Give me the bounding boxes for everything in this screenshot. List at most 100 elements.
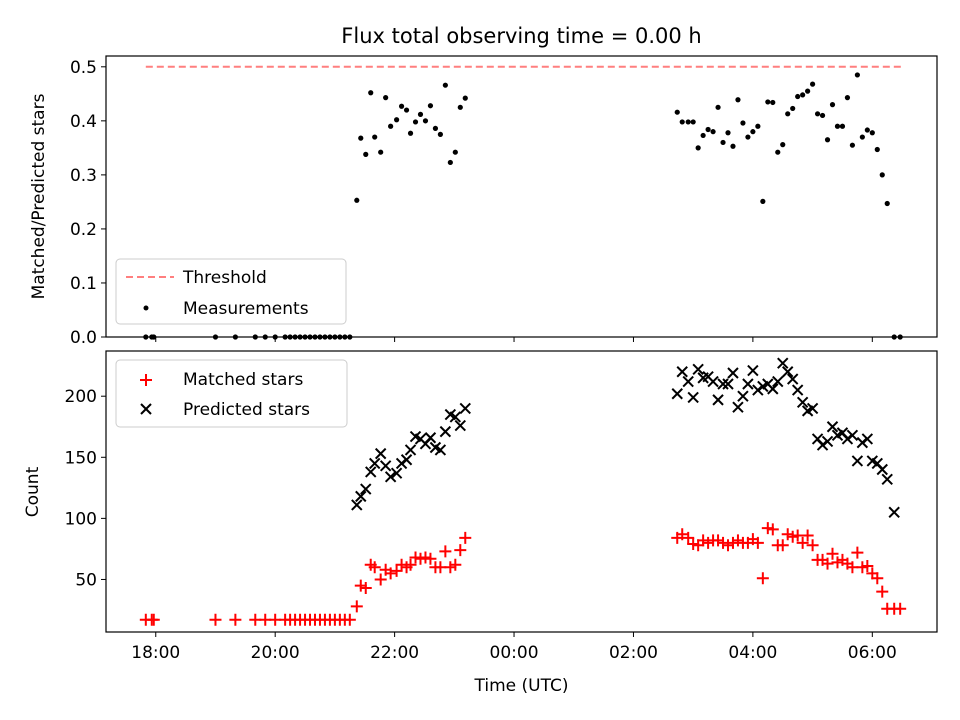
measurement-point bbox=[690, 119, 696, 125]
matched-star-point bbox=[871, 572, 884, 585]
predicted-star-point bbox=[742, 378, 754, 390]
matched-star-point bbox=[894, 602, 907, 615]
predicted-star-point bbox=[737, 390, 749, 402]
matched-star-point bbox=[449, 558, 462, 571]
measurement-point bbox=[705, 126, 711, 133]
y-tick-label: 150 bbox=[65, 448, 97, 468]
legend-matched-label: Matched stars bbox=[183, 370, 303, 390]
measurement-point bbox=[447, 159, 453, 166]
predicted-star-point bbox=[449, 411, 462, 423]
matched-star-point bbox=[350, 600, 363, 613]
measurement-point bbox=[829, 102, 836, 108]
measurement-point bbox=[342, 334, 348, 340]
measurement-point bbox=[394, 117, 400, 123]
measurement-point bbox=[755, 123, 761, 129]
predicted-star-point bbox=[786, 373, 799, 385]
matched-star-point bbox=[796, 536, 809, 549]
predicted-star-point bbox=[384, 471, 397, 483]
top-ylabel: Matched/Predicted stars bbox=[29, 93, 49, 299]
predicted-star-point bbox=[722, 378, 734, 390]
y-tick-label: 0.3 bbox=[70, 166, 97, 186]
predicted-star-point bbox=[806, 402, 819, 415]
measurement-point bbox=[398, 103, 405, 109]
predicted-star-point bbox=[368, 457, 381, 470]
bottom-legend: Matched stars Predicted stars bbox=[115, 359, 348, 428]
y-tick-label: 0.1 bbox=[70, 274, 97, 294]
matched-star-point bbox=[359, 582, 372, 595]
measurement-point bbox=[378, 149, 384, 155]
matched-star-point bbox=[861, 560, 874, 573]
predicted-star-point bbox=[826, 421, 839, 433]
measurement-point bbox=[347, 334, 353, 340]
y-tick-label: 200 bbox=[65, 387, 97, 407]
measurement-point bbox=[143, 334, 149, 340]
predicted-star-point bbox=[888, 506, 900, 518]
legend-measurements-label: Measurements bbox=[183, 299, 309, 319]
count-panel: 50 100 150 200 18:00 20:00 22:00 00:00 02:00 04:0… bbox=[65, 350, 938, 663]
x-tick-label: 18:00 bbox=[131, 643, 180, 663]
measurement-point bbox=[770, 99, 776, 106]
y-tick-label: 0.0 bbox=[70, 328, 97, 348]
matched-star-point bbox=[209, 613, 222, 626]
matched-star-point bbox=[384, 567, 397, 580]
predicted-star-point bbox=[365, 466, 377, 478]
predicted-star-point bbox=[881, 473, 893, 485]
measurement-point bbox=[312, 334, 318, 340]
measurement-point bbox=[282, 334, 288, 340]
matched-star-point bbox=[147, 613, 160, 626]
y-tick-label: 100 bbox=[65, 509, 97, 529]
predicted-star-point bbox=[390, 467, 403, 479]
predicted-star-point bbox=[379, 460, 392, 472]
measurement-point bbox=[437, 131, 443, 137]
legend-matched-swatch bbox=[140, 374, 152, 386]
predicted-star-point bbox=[351, 499, 363, 511]
measurement-point bbox=[785, 111, 791, 117]
predicted-star-point bbox=[459, 402, 471, 415]
measurement-point bbox=[819, 112, 826, 119]
predicted-star-point bbox=[782, 366, 794, 378]
measurement-point bbox=[372, 134, 378, 140]
predicted-star-point bbox=[767, 383, 779, 395]
matched-star-point bbox=[459, 531, 472, 544]
matched-star-point bbox=[766, 523, 779, 536]
matched-star-point bbox=[404, 558, 417, 571]
measurement-point bbox=[760, 198, 766, 204]
measurement-point bbox=[834, 123, 841, 129]
measurement-point bbox=[700, 132, 706, 139]
legend-predicted-swatch bbox=[140, 403, 152, 415]
predicted-star-point bbox=[676, 366, 688, 378]
matched-star-point bbox=[454, 544, 467, 557]
predicted-star-point bbox=[732, 401, 744, 413]
measurement-point bbox=[151, 334, 157, 340]
matched-star-point bbox=[851, 546, 864, 559]
x-tick-label: 04:00 bbox=[728, 643, 777, 663]
measurement-point bbox=[859, 134, 865, 140]
matched-star-point bbox=[229, 613, 242, 626]
predicted-star-point bbox=[861, 433, 874, 445]
measurement-point bbox=[307, 334, 313, 340]
measurement-point bbox=[765, 99, 771, 105]
predicted-star-point bbox=[876, 463, 888, 476]
measurement-point bbox=[363, 151, 369, 157]
chart-title: Flux total observing time = 0.00 h bbox=[341, 24, 701, 48]
predicted-star-point bbox=[434, 444, 447, 456]
predicted-star-point bbox=[692, 363, 704, 376]
measurement-point bbox=[695, 145, 701, 151]
x-tick-label: 20:00 bbox=[251, 643, 300, 663]
legend-threshold-label: Threshold bbox=[182, 268, 267, 288]
measurement-point bbox=[800, 92, 806, 98]
measurement-point bbox=[891, 334, 897, 340]
predicted-star-point bbox=[851, 455, 864, 467]
measurement-point bbox=[327, 334, 333, 340]
measurement-point bbox=[715, 104, 721, 110]
measurement-point bbox=[332, 334, 338, 340]
bottom-ylabel: Count bbox=[23, 466, 43, 517]
measurement-point bbox=[745, 134, 751, 140]
measurement-point bbox=[403, 107, 410, 113]
measurement-point bbox=[897, 334, 903, 340]
measurement-point bbox=[809, 81, 816, 87]
predicted-star-point bbox=[707, 375, 719, 388]
measurement-point bbox=[795, 93, 801, 100]
measurement-point bbox=[854, 72, 860, 78]
measurement-point bbox=[452, 149, 458, 155]
